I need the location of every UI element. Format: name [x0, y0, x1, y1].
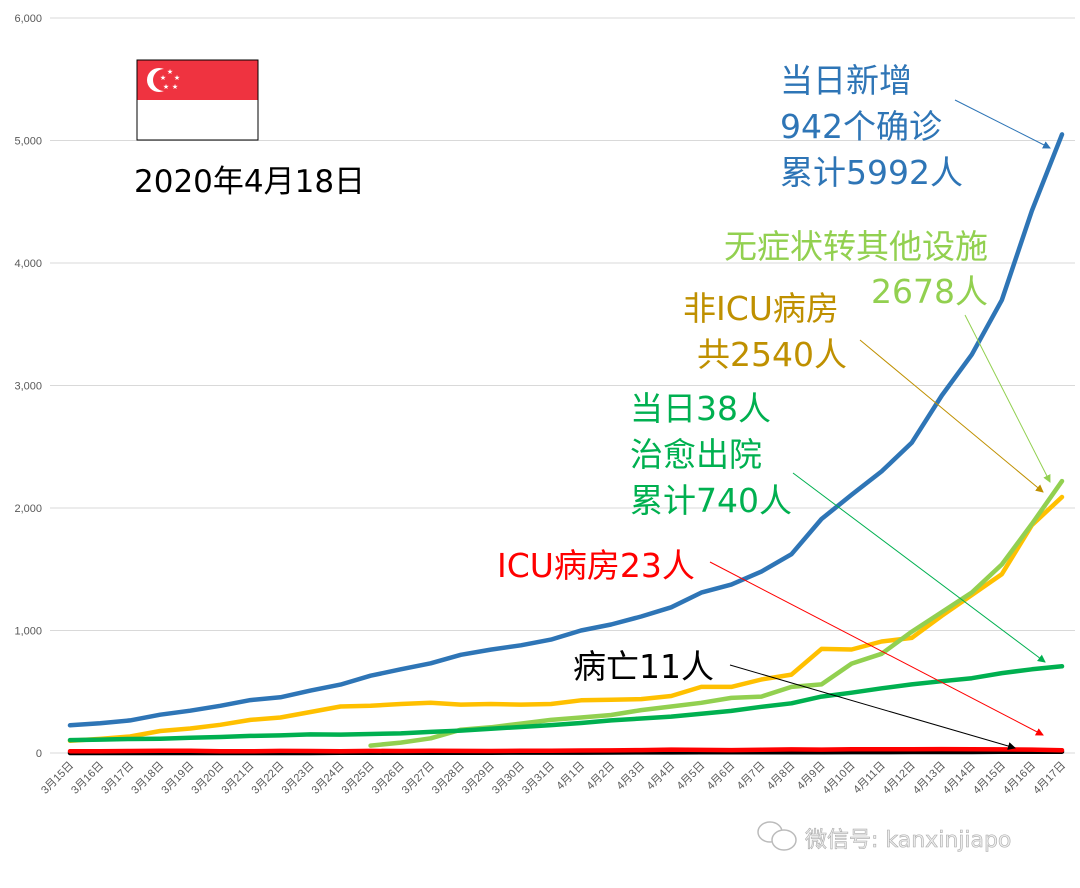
annotation-line: 累计740人: [630, 481, 792, 520]
x-tick-label: 3月28日: [430, 760, 467, 797]
x-tick-label: 3月25日: [340, 760, 377, 797]
x-tick-label: 3月30日: [490, 760, 527, 797]
x-tick-label: 3月19日: [159, 760, 196, 797]
y-tick-label: 3,000: [14, 381, 42, 393]
x-tick-label: 4月14日: [941, 760, 978, 797]
arrow-asymptomatic: [964, 314, 1051, 483]
series-line-discharged: [67, 664, 1065, 743]
svg-text:★: ★: [172, 83, 178, 91]
y-tick-label: 2,000: [14, 503, 42, 515]
x-tick-label: 4月7日: [735, 760, 768, 793]
x-tick-label: 4月8日: [765, 760, 798, 793]
arrow-discharged: [792, 472, 1046, 663]
x-tick-label: 3月27日: [400, 760, 437, 797]
annotation-discharged: 当日38人 治愈出院 累计740人: [630, 389, 792, 520]
y-tick-label: 1,000: [14, 626, 42, 638]
arrow-icu: [709, 561, 1044, 736]
annotation-line: 治愈出院: [630, 435, 762, 474]
annotation-deaths: 病亡11人: [573, 647, 714, 686]
x-tick-label: 3月29日: [460, 760, 497, 797]
x-tick-label: 4月4日: [645, 760, 678, 793]
x-tick-label: 3月31日: [520, 760, 557, 797]
date-label: 2020年4月18日: [134, 164, 365, 200]
wechat-icon: [757, 821, 797, 851]
x-tick-label: 4月5日: [675, 760, 708, 793]
x-tick-label: 4月10日: [821, 760, 858, 797]
y-tick-label: 0: [36, 748, 42, 760]
x-tick-label: 4月13日: [911, 760, 948, 797]
x-tick-label: 3月23日: [280, 760, 317, 797]
x-tick-label: 4月6日: [705, 760, 738, 793]
x-tick-label: 4月12日: [881, 760, 918, 797]
arrow-non-icu: [859, 339, 1044, 493]
watermark: 微信号: kanxinjiapo: [805, 828, 1011, 853]
annotation-line: 2678人: [871, 272, 988, 311]
annotation-line: 当日新增: [780, 61, 912, 100]
x-tick-label: 4月2日: [585, 760, 618, 793]
annotation-line: 共2540人: [697, 335, 847, 374]
x-tick-label: 3月17日: [99, 760, 136, 797]
x-tick-label: 4月15日: [971, 760, 1008, 797]
x-tick-label: 3月15日: [39, 760, 76, 797]
svg-text:★: ★: [167, 68, 173, 76]
x-tick-label: 4月1日: [554, 760, 587, 793]
x-tick-label: 4月17日: [1031, 760, 1068, 797]
svg-text:★: ★: [160, 74, 166, 82]
y-axis-ticks: 0 1,000 2,000 3,000 4,000 5,000 6,000: [14, 13, 42, 760]
series-line-icu: [67, 746, 1065, 754]
x-tick-label: 3月26日: [370, 760, 407, 797]
x-tick-label: 4月16日: [1001, 760, 1038, 797]
x-tick-label: 3月22日: [250, 760, 287, 797]
y-tick-label: 6,000: [14, 13, 42, 25]
annotation-asymptomatic: 无症状转其他设施 2678人: [724, 227, 988, 311]
x-tick-label: 3月20日: [189, 760, 226, 797]
annotation-non-icu: 非ICU病房 共2540人: [683, 289, 847, 374]
y-tick-label: 4,000: [14, 258, 42, 270]
x-tick-label: 3月21日: [219, 760, 256, 797]
x-tick-label: 3月16日: [69, 760, 106, 797]
annotation-icu: ICU病房23人: [497, 546, 695, 585]
x-axis-ticks: 3月15日3月16日3月17日3月18日3月19日3月20日3月21日3月22日…: [39, 760, 1068, 797]
annotation-confirmed: 当日新增 942个确诊 累计5992人: [780, 61, 963, 192]
annotation-line: 无症状转其他设施: [724, 227, 988, 266]
annotation-line: 942个确诊: [780, 107, 942, 146]
annotation-line: 当日38人: [630, 389, 771, 428]
series-line-non_icu: [67, 494, 1065, 744]
x-tick-label: 3月24日: [310, 760, 347, 797]
series-lines: [67, 132, 1065, 756]
annotation-line: 非ICU病房: [683, 289, 839, 328]
x-tick-label: 3月18日: [129, 760, 166, 797]
svg-text:★: ★: [174, 74, 180, 82]
svg-text:★: ★: [163, 83, 169, 91]
y-tick-label: 5,000: [14, 136, 42, 148]
series-line-confirmed: [67, 132, 1065, 728]
singapore-flag-icon: ★★★ ★ ★: [136, 59, 259, 141]
annotation-line: 累计5992人: [780, 153, 963, 192]
arrow-confirmed: [954, 99, 1051, 149]
x-tick-label: 4月3日: [615, 760, 648, 793]
arrow-deaths: [729, 664, 1016, 750]
